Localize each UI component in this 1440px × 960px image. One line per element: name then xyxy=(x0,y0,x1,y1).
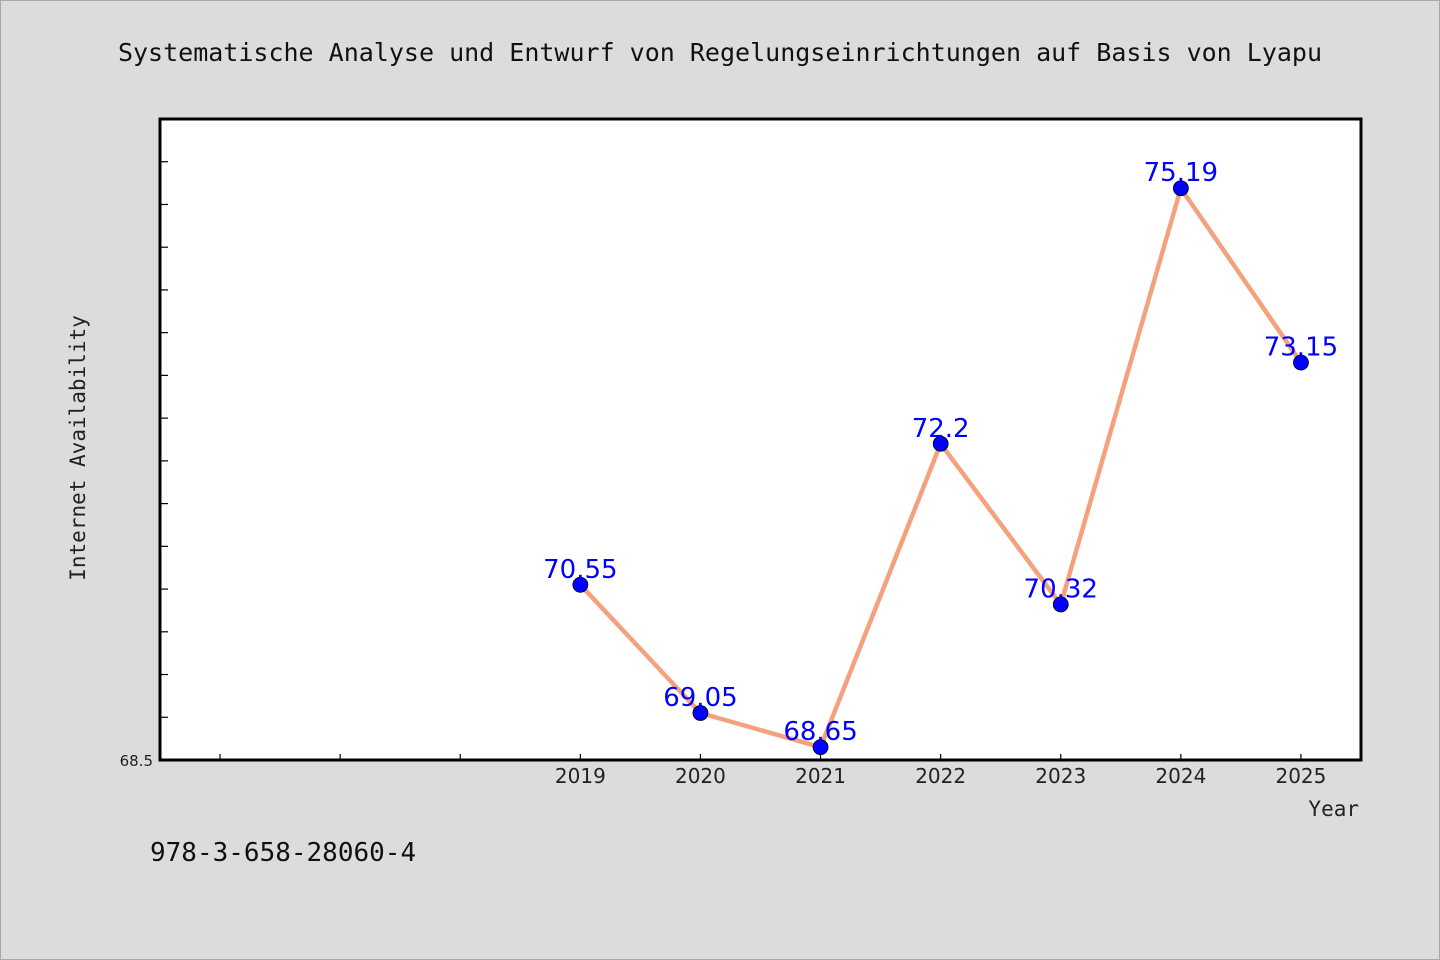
x-tick-label: 2022 xyxy=(915,764,966,788)
x-tick-label: 2020 xyxy=(675,764,726,788)
data-point xyxy=(1172,180,1189,197)
chart-title: Systematische Analyse und Entwurf von Re… xyxy=(118,38,1322,67)
x-tick-label: 2025 xyxy=(1275,764,1326,788)
x-axis-ticks: 2019 2020 2021 2022 2023 2024 2025 xyxy=(219,754,1326,788)
x-tick-label: 2021 xyxy=(795,764,846,788)
data-label: 69.05 xyxy=(663,683,737,713)
data-series: 70.55 69.05 68.65 72.2 70.32 75.19 73.15 xyxy=(543,158,1338,756)
isbn-footer: 978-3-658-28060-4 xyxy=(150,838,416,868)
data-label: 70.32 xyxy=(1024,574,1098,604)
data-label: 68.65 xyxy=(783,717,857,747)
data-point xyxy=(692,705,709,721)
data-point xyxy=(812,739,829,756)
y-axis-label: Internet Availability xyxy=(66,315,90,581)
x-tick-label: 2019 xyxy=(555,764,606,788)
x-tick-label: 2023 xyxy=(1035,764,1086,788)
y-axis-ticks xyxy=(160,118,168,761)
plot-area xyxy=(158,117,1363,762)
x-axis-label: Year xyxy=(1308,797,1359,821)
data-label: 75.19 xyxy=(1144,158,1218,188)
data-label: 72.2 xyxy=(912,414,970,444)
data-point xyxy=(1293,354,1309,371)
data-point xyxy=(572,576,589,593)
data-label: 70.55 xyxy=(543,555,617,585)
y-tick-label: 68.5 xyxy=(120,752,153,770)
data-point xyxy=(1052,596,1069,613)
x-tick-label: 2024 xyxy=(1155,764,1206,788)
data-label: 73.15 xyxy=(1264,333,1338,363)
data-point xyxy=(932,435,949,452)
